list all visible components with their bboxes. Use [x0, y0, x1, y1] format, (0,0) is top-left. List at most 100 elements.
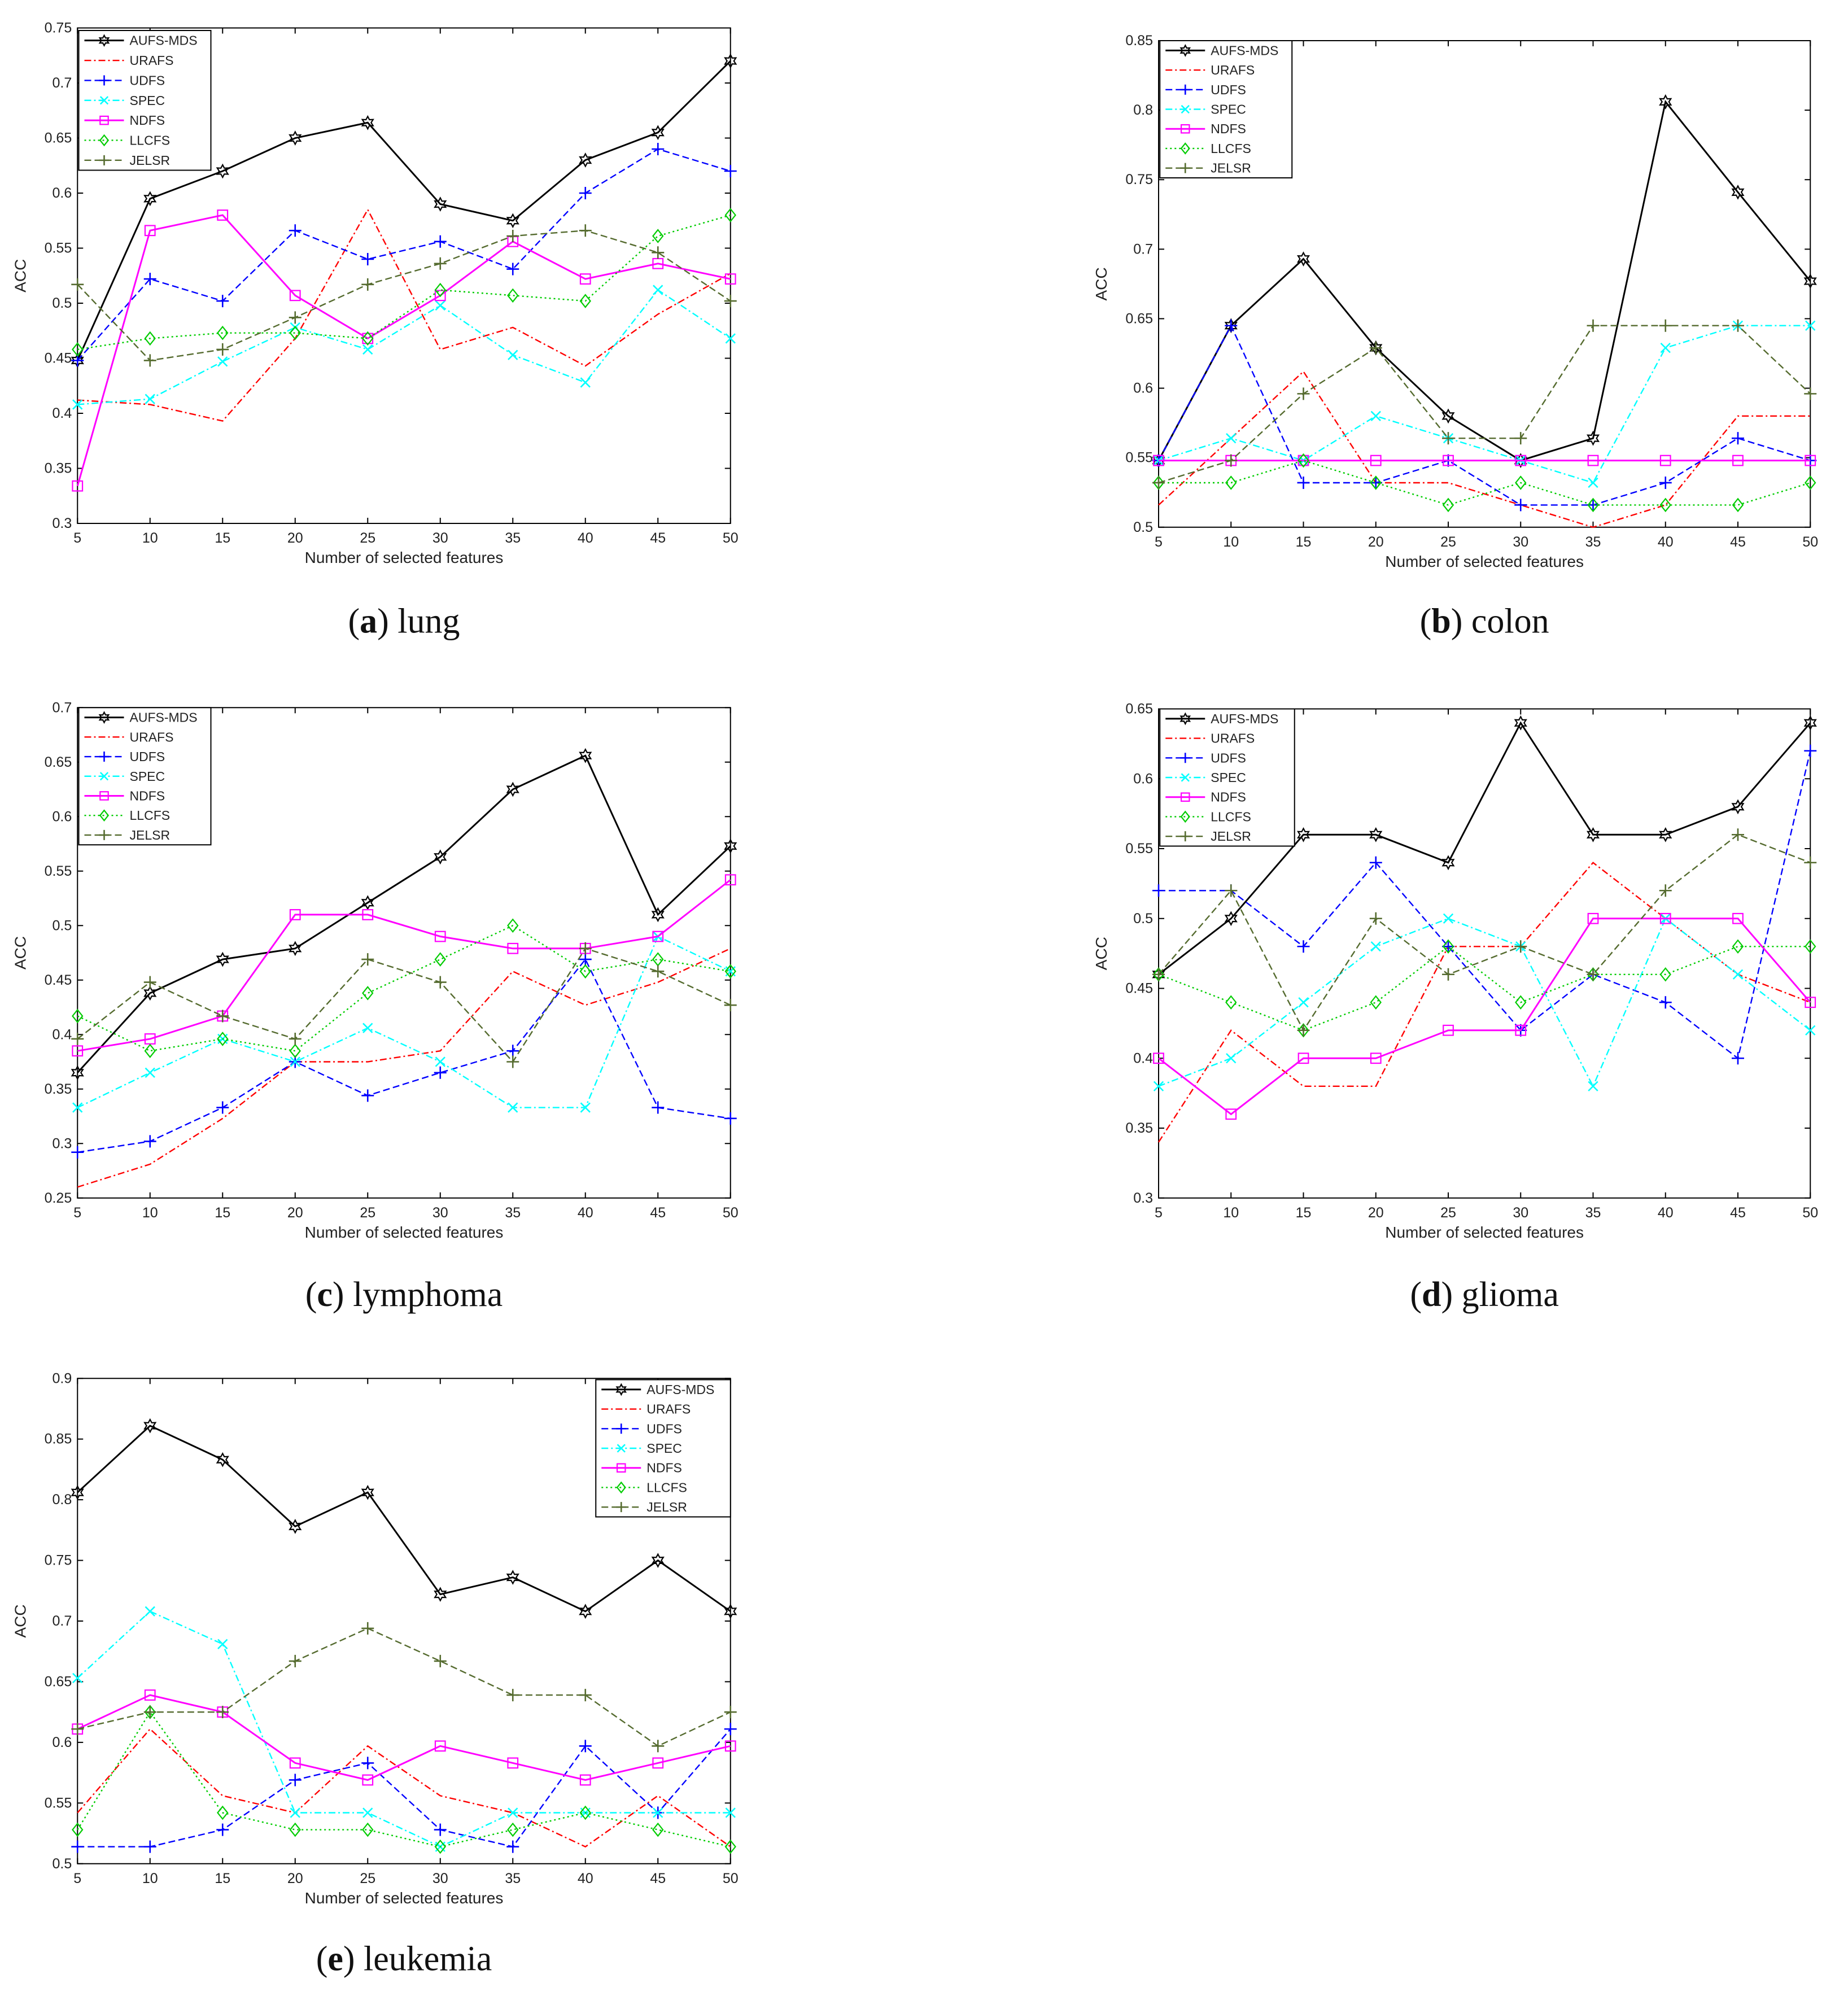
data-point: [1297, 476, 1310, 489]
legend-marker: [1181, 773, 1190, 782]
y-tick-label: 0.6: [52, 809, 72, 824]
data-point: [1732, 455, 1744, 466]
data-point: [216, 1823, 229, 1836]
series-jelsr: [71, 1622, 737, 1753]
legend: AUFS-MDS URAFS UDFS SPEC NDFS LLCFS JELSR: [78, 707, 212, 846]
data-point: [144, 1043, 156, 1058]
data-point: [580, 377, 591, 388]
x-tick-label: 25: [360, 530, 375, 546]
y-tick-label: 0.35: [45, 461, 72, 477]
data-point: [1659, 912, 1671, 924]
data-point: [652, 1757, 664, 1769]
data-point: [724, 1839, 736, 1854]
data-point: [71, 278, 84, 291]
y-tick-label: 0.4: [52, 405, 72, 421]
data-point: [434, 849, 447, 865]
series-line: [77, 754, 731, 1073]
x-tick-label: 50: [1802, 534, 1818, 550]
y-tick-label: 0.4: [1133, 1050, 1153, 1066]
series-aufs-mds: [71, 53, 737, 368]
data-point: [290, 1056, 300, 1067]
caption: (e) leukemia: [316, 1940, 492, 1978]
series-line: [77, 1728, 731, 1848]
legend-marker: [1180, 163, 1191, 173]
data-point: [362, 986, 374, 1001]
y-tick-label: 0.9: [52, 1370, 72, 1386]
x-tick-label: 30: [1513, 534, 1528, 550]
data-point: [652, 1822, 664, 1837]
legend-label: URAFS: [130, 730, 174, 744]
x-axis-label: Number of selected features: [1385, 553, 1584, 570]
legend-marker: [616, 1423, 627, 1434]
caption-label: (: [1410, 1275, 1422, 1314]
legend-label: UDFS: [646, 1421, 682, 1436]
x-tick-label: 45: [650, 1205, 666, 1221]
data-point: [1586, 430, 1600, 446]
data-point: [580, 1102, 591, 1113]
data-point: [362, 1023, 373, 1033]
data-point: [434, 1654, 447, 1667]
data-point: [1805, 320, 1816, 331]
series-aufs-mds: [71, 748, 737, 1081]
data-point: [653, 285, 663, 295]
series-jelsr: [1152, 828, 1817, 1037]
y-tick-label: 0.55: [1125, 450, 1153, 466]
data-point: [1298, 997, 1309, 1008]
series-line: [77, 148, 731, 361]
data-point: [506, 1689, 519, 1702]
data-point: [506, 1055, 519, 1068]
x-tick-label: 40: [1658, 1205, 1674, 1221]
data-point: [1442, 968, 1454, 981]
legend-marker: [1180, 124, 1190, 134]
data-point: [434, 257, 447, 270]
chart-lymphoma: 5 10 15 20 25 30 35 40 45 50 0.25 0.3 0.35 0.4 0.45 0.5…: [11, 700, 738, 1314]
data-point: [1659, 476, 1672, 489]
x-tick-label: 10: [142, 1205, 158, 1221]
y-tick-label: 0.7: [1133, 241, 1153, 257]
data-point: [217, 356, 228, 367]
y-tick-label: 0.7: [52, 1613, 72, 1629]
x-tick-label: 15: [215, 530, 230, 546]
data-point: [579, 748, 592, 763]
series-urafs: [77, 947, 731, 1188]
y-tick-label: 0.85: [1125, 33, 1153, 49]
data-point: [508, 1102, 518, 1113]
data-point: [1659, 996, 1672, 1009]
data-point: [1369, 827, 1383, 842]
x-tick-label: 35: [505, 530, 521, 546]
x-tick-label: 45: [1730, 534, 1746, 550]
data-point: [1370, 410, 1381, 421]
legend-label: JELSR: [1211, 829, 1251, 844]
data-point: [71, 1840, 84, 1853]
data-point: [71, 1484, 84, 1500]
data-point: [217, 1639, 228, 1649]
data-point: [1297, 1052, 1309, 1064]
legend-label: AUFS-MDS: [130, 33, 198, 48]
data-point: [434, 952, 446, 967]
series-line: [77, 214, 731, 351]
data-point: [72, 1102, 83, 1113]
data-point: [724, 1740, 736, 1752]
caption: (d) glioma: [1410, 1275, 1559, 1314]
data-point: [652, 1101, 665, 1114]
data-point: [1586, 827, 1600, 842]
x-tick-label: 50: [723, 1205, 739, 1221]
data-point: [1297, 940, 1310, 953]
x-tick-label: 45: [1730, 1205, 1746, 1221]
data-point: [1731, 799, 1745, 815]
data-point: [1587, 455, 1599, 466]
data-point: [1225, 454, 1238, 467]
x-tick-label: 35: [505, 1871, 521, 1886]
x-tick-label: 25: [360, 1205, 375, 1221]
legend-label: JELSR: [1211, 161, 1251, 176]
data-point: [506, 1570, 519, 1585]
data-point: [1587, 319, 1600, 332]
legend-marker: [99, 772, 109, 781]
legend-label: AUFS-MDS: [646, 1382, 714, 1397]
data-point: [1369, 856, 1382, 869]
chart-colon: 5 10 15 20 25 30 35 40 45 50 0.5 0.55 0.6 0.65 0.7 0.75…: [1093, 33, 1818, 640]
series-line: [77, 947, 731, 1188]
data-point: [1587, 497, 1599, 513]
data-point: [1588, 477, 1598, 488]
